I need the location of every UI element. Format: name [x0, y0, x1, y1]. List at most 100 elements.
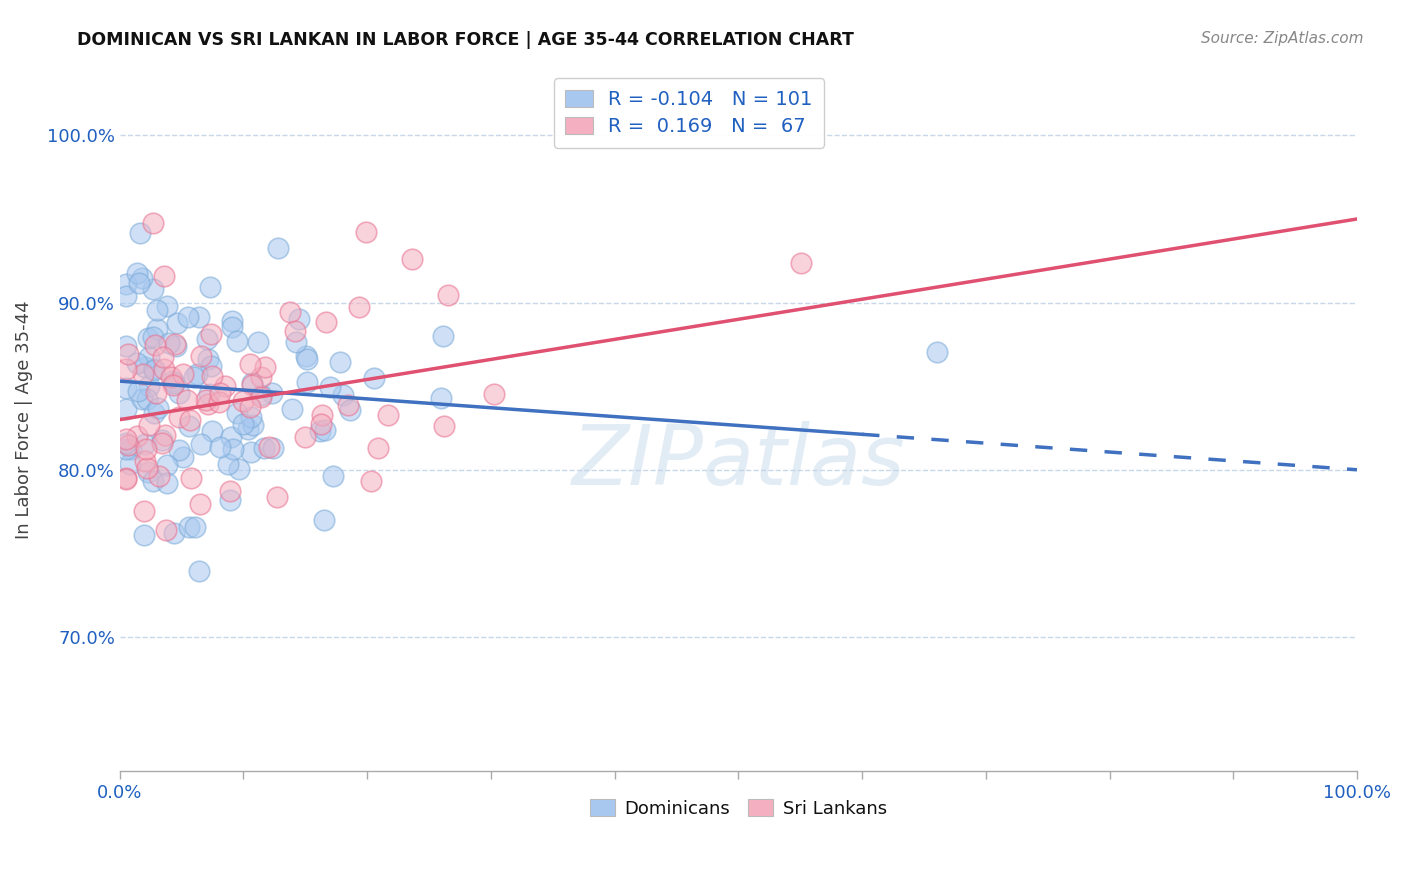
Point: [332, 388, 354, 402]
Point: [200, 359, 222, 374]
Point: [197, 351, 219, 366]
Point: [148, 468, 170, 483]
Point: [155, 523, 177, 537]
Point: [115, 471, 138, 485]
Point: [134, 503, 156, 517]
Point: [146, 401, 169, 415]
Point: [401, 252, 423, 266]
Point: [336, 398, 359, 412]
Point: [221, 320, 243, 334]
Point: [162, 374, 184, 388]
Point: [115, 472, 138, 486]
Point: [437, 287, 460, 301]
Point: [155, 428, 177, 442]
Point: [254, 360, 277, 375]
Point: [253, 441, 276, 455]
Point: [267, 241, 290, 255]
Point: [160, 369, 183, 384]
Point: [339, 403, 361, 417]
Point: [308, 424, 330, 438]
Text: DOMINICAN VS SRI LANKAN IN LABOR FORCE | AGE 35-44 CORRELATION CHART: DOMINICAN VS SRI LANKAN IN LABOR FORCE |…: [77, 31, 855, 49]
Point: [217, 458, 239, 472]
Point: [226, 406, 249, 420]
Point: [238, 422, 260, 436]
Point: [239, 409, 262, 424]
Point: [262, 442, 284, 456]
Point: [156, 299, 179, 313]
Point: [927, 345, 949, 359]
Point: [222, 442, 245, 457]
Legend: Dominicans, Sri Lankans: Dominicans, Sri Lankans: [583, 792, 894, 825]
Point: [239, 400, 262, 414]
Point: [142, 474, 165, 488]
Point: [432, 329, 454, 343]
Point: [221, 430, 243, 444]
Point: [312, 513, 335, 527]
Point: [177, 520, 200, 534]
Point: [186, 367, 208, 381]
Point: [315, 315, 337, 329]
Point: [790, 256, 813, 270]
Point: [152, 350, 174, 364]
Point: [363, 370, 385, 384]
Point: [167, 385, 190, 400]
Point: [136, 330, 159, 344]
Point: [145, 302, 167, 317]
Point: [295, 351, 318, 366]
Point: [278, 305, 301, 319]
Point: [250, 390, 273, 404]
Point: [232, 417, 254, 431]
Point: [167, 410, 190, 425]
Point: [163, 337, 186, 351]
Point: [115, 362, 138, 376]
Point: [128, 276, 150, 290]
Point: [117, 438, 139, 452]
Point: [132, 368, 155, 382]
Point: [197, 397, 219, 411]
Point: [240, 378, 263, 392]
Point: [226, 334, 249, 348]
Point: [176, 393, 198, 408]
Point: [125, 266, 148, 280]
Point: [209, 386, 232, 401]
Point: [184, 520, 207, 534]
Point: [142, 330, 165, 344]
Point: [284, 335, 307, 350]
Point: [433, 419, 456, 434]
Point: [188, 310, 211, 324]
Point: [150, 436, 173, 450]
Point: [134, 454, 156, 468]
Point: [120, 442, 142, 457]
Point: [115, 433, 138, 447]
Y-axis label: In Labor Force | Age 35-44: In Labor Force | Age 35-44: [15, 301, 32, 539]
Point: [129, 226, 152, 240]
Point: [319, 379, 342, 393]
Point: [190, 349, 212, 363]
Point: [329, 355, 352, 369]
Point: [162, 377, 184, 392]
Point: [138, 350, 160, 364]
Point: [134, 360, 156, 375]
Point: [146, 321, 169, 335]
Point: [127, 356, 149, 370]
Point: [221, 314, 243, 328]
Point: [165, 338, 187, 352]
Point: [367, 441, 389, 455]
Point: [135, 461, 157, 475]
Point: [347, 300, 370, 314]
Point: [163, 526, 186, 541]
Point: [180, 471, 202, 485]
Point: [179, 413, 201, 427]
Point: [143, 338, 166, 352]
Point: [115, 442, 138, 456]
Point: [190, 436, 212, 450]
Point: [195, 392, 218, 407]
Point: [249, 387, 271, 401]
Point: [219, 483, 242, 498]
Point: [152, 362, 174, 376]
Point: [156, 458, 179, 472]
Point: [360, 475, 382, 489]
Point: [246, 335, 269, 350]
Point: [214, 379, 236, 393]
Point: [166, 317, 188, 331]
